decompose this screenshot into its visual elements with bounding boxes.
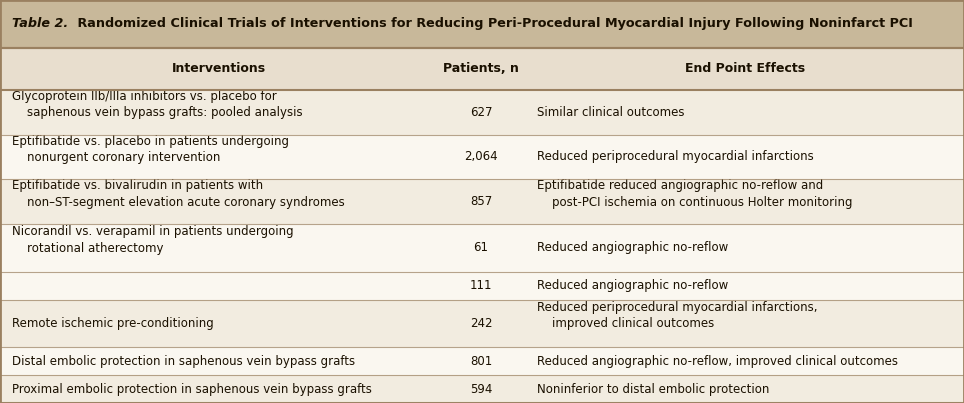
Text: 857: 857 <box>469 195 493 208</box>
Text: Proximal embolic protection in saphenous vein bypass grafts: Proximal embolic protection in saphenous… <box>12 382 371 395</box>
Text: Reduced periprocedural myocardial infarctions,
    improved clinical outcomes: Reduced periprocedural myocardial infarc… <box>537 301 817 330</box>
Text: End Point Effects: End Point Effects <box>684 62 805 75</box>
Text: Patients, n: Patients, n <box>443 62 519 75</box>
Text: Randomized Clinical Trials of Interventions for Reducing Peri-Procedural Myocard: Randomized Clinical Trials of Interventi… <box>73 17 913 30</box>
Text: 594: 594 <box>469 382 493 395</box>
Text: 61: 61 <box>473 241 489 254</box>
Bar <box>0 299 964 347</box>
Text: Remote ischemic pre-conditioning: Remote ischemic pre-conditioning <box>12 317 213 330</box>
Bar <box>0 347 964 375</box>
Text: Reduced angiographic no-reflow, improved clinical outcomes: Reduced angiographic no-reflow, improved… <box>537 355 897 368</box>
Bar <box>0 135 964 179</box>
Bar <box>0 272 964 299</box>
Bar <box>0 375 964 403</box>
Bar <box>0 179 964 224</box>
Text: Eptifibatide vs. placebo in patients undergoing
    nonurgent coronary intervent: Eptifibatide vs. placebo in patients und… <box>12 135 288 164</box>
Bar <box>0 90 964 135</box>
Text: Eptifibatide reduced angiographic no-reflow and
    post-PCI ischemia on continu: Eptifibatide reduced angiographic no-ref… <box>537 179 852 209</box>
Bar <box>0 224 964 272</box>
Text: Glycoprotein IIb/IIIa inhibitors vs. placebo for
    saphenous vein bypass graft: Glycoprotein IIb/IIIa inhibitors vs. pla… <box>12 90 302 119</box>
Text: Similar clinical outcomes: Similar clinical outcomes <box>537 106 684 119</box>
Text: 242: 242 <box>469 317 493 330</box>
Bar <box>0 0 964 48</box>
Text: 801: 801 <box>469 355 493 368</box>
Text: Nicorandil vs. verapamil in patients undergoing
    rotational atherectomy: Nicorandil vs. verapamil in patients und… <box>12 225 293 255</box>
Text: Noninferior to distal embolic protection: Noninferior to distal embolic protection <box>537 382 769 395</box>
Bar <box>0 48 964 90</box>
Text: Reduced angiographic no-reflow: Reduced angiographic no-reflow <box>537 241 728 254</box>
Text: Reduced periprocedural myocardial infarctions: Reduced periprocedural myocardial infarc… <box>537 150 814 164</box>
Text: Table 2.: Table 2. <box>12 17 67 30</box>
Text: Interventions: Interventions <box>173 62 266 75</box>
Text: 111: 111 <box>469 279 493 292</box>
Text: 627: 627 <box>469 106 493 119</box>
Text: Reduced angiographic no-reflow: Reduced angiographic no-reflow <box>537 279 728 292</box>
Text: Eptifibatide vs. bivalirudin in patients with
    non–ST-segment elevation acute: Eptifibatide vs. bivalirudin in patients… <box>12 179 344 209</box>
Text: 2,064: 2,064 <box>465 150 497 164</box>
Text: Distal embolic protection in saphenous vein bypass grafts: Distal embolic protection in saphenous v… <box>12 355 355 368</box>
